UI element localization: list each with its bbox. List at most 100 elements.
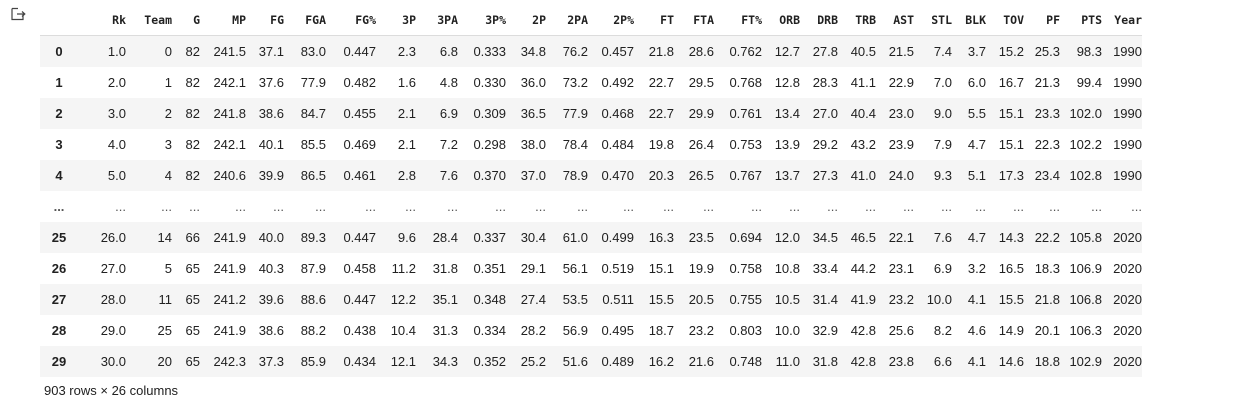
table-cell: 14.6 (998, 354, 1024, 369)
column-header: STL (914, 4, 952, 36)
table-cell: 83.0 (300, 44, 326, 59)
table-cell: 28.0 (100, 292, 126, 307)
table-cell: 89.3 (300, 230, 326, 245)
row-index: 27 (51, 292, 67, 307)
table-cell: 0.484 (601, 137, 634, 152)
table-cell: 23.0 (888, 106, 914, 121)
output-redirect-icon[interactable] (10, 6, 26, 22)
table-cell: 87.9 (300, 261, 326, 276)
table-cell: 22.7 (648, 106, 674, 121)
table-cell: 12.1 (390, 354, 416, 369)
table-cell: 0.309 (473, 106, 506, 121)
table-cell: ... (447, 199, 458, 214)
table-cell: 73.2 (562, 75, 588, 90)
table-cell: 102.9 (1069, 354, 1102, 369)
table-cell: 40.0 (258, 230, 284, 245)
table-cell: 36.0 (520, 75, 546, 90)
table-cell: 11.0 (775, 354, 800, 369)
table-cell: 240.6 (213, 168, 246, 183)
table-cell: 241.2 (213, 292, 246, 307)
table-cell: 41.0 (850, 168, 876, 183)
table-cell: 34.5 (812, 230, 838, 245)
table-cell: 37.1 (258, 44, 284, 59)
table-cell: 242.1 (213, 137, 246, 152)
table-cell: 37.0 (520, 168, 546, 183)
table-cell: 82 (185, 106, 200, 121)
table-cell: 17.3 (998, 168, 1024, 183)
table-cell: 4.6 (967, 323, 986, 338)
row-index: 2 (55, 106, 63, 121)
table-row: 4 5.0 4 82 240.6 39.9 86.5 0.461 2.8 7.6 0.370 37.0… (40, 160, 1142, 191)
table-cell: 0.469 (343, 137, 376, 152)
table-cell: 13.9 (774, 137, 800, 152)
table-cell: 23.8 (888, 354, 914, 369)
table-cell: 0.330 (473, 75, 506, 90)
column-header: TRB (838, 4, 876, 36)
table-cell: 23.1 (888, 261, 914, 276)
table-cell: 0.755 (729, 292, 762, 307)
table-cell: 46.5 (850, 230, 876, 245)
row-index: 1 (55, 75, 63, 90)
column-header: 2P% (588, 4, 634, 36)
table-cell: 1 (164, 75, 172, 90)
table-cell: 102.2 (1069, 137, 1102, 152)
table-cell: 12.8 (774, 75, 800, 90)
table-cell: 20.5 (688, 292, 714, 307)
table-cell: 33.4 (812, 261, 838, 276)
table-row: 2 3.0 2 82 241.8 38.6 84.7 0.455 2.1 6.9 0.309 36.5… (40, 98, 1142, 129)
table-cell: 1.0 (107, 44, 126, 59)
column-header: DRB (800, 4, 838, 36)
table-cell: 6.9 (933, 261, 952, 276)
dataframe-shape-label: 903 rows × 26 columns (44, 383, 179, 398)
table-cell: 21.3 (1034, 75, 1060, 90)
table-cell: 40.5 (850, 44, 876, 59)
table-cell: 105.8 (1069, 230, 1102, 245)
column-header: AST (876, 4, 914, 36)
table-cell: 1990 (1113, 44, 1142, 59)
table-cell: 15.1 (998, 106, 1024, 121)
table-cell: 2.1 (397, 106, 416, 121)
table-cell: 241.8 (213, 106, 246, 121)
table-cell: ... (315, 199, 326, 214)
table-cell: 77.9 (562, 106, 588, 121)
table-cell: 3.2 (967, 261, 986, 276)
table-cell: 86.5 (300, 168, 326, 183)
row-index: ... (53, 199, 65, 214)
table-cell: 84.7 (300, 106, 326, 121)
table-cell: ... (941, 199, 952, 214)
table-cell: 77.9 (300, 75, 326, 90)
table-cell: 0.762 (729, 44, 762, 59)
column-header: FGA (284, 4, 326, 36)
table-cell: 7.4 (933, 44, 952, 59)
table-cell: 28.2 (520, 323, 546, 338)
column-header: MP (200, 4, 246, 36)
table-cell: 41.1 (850, 75, 876, 90)
table-cell: 65 (185, 261, 200, 276)
table-row: 29 30.0 20 65 242.3 37.3 85.9 0.434 12.1 34.3 0.35… (40, 346, 1142, 377)
table-cell: 61.0 (562, 230, 588, 245)
table-cell: 20.3 (648, 168, 674, 183)
table-cell: 37.3 (258, 354, 284, 369)
table-cell: 51.6 (562, 354, 588, 369)
table-cell: 56.1 (562, 261, 588, 276)
table-cell: 66 (185, 230, 200, 245)
table-cell: ... (1013, 199, 1024, 214)
table-cell: 0.499 (601, 230, 634, 245)
table-cell: 88.6 (300, 292, 326, 307)
table-cell: 37.6 (258, 75, 284, 90)
table-cell: 65 (185, 292, 200, 307)
table-cell: 24.0 (888, 168, 914, 183)
table-row: 3 4.0 3 82 242.1 40.1 85.5 0.469 2.1 7.2 0.298 38.0… (40, 129, 1142, 160)
table-cell: 242.1 (213, 75, 246, 90)
table-cell: 28.3 (812, 75, 838, 90)
table-cell: 0.298 (473, 137, 506, 152)
table-cell: 21.5 (888, 44, 914, 59)
table-cell: 0.348 (473, 292, 506, 307)
table-cell: 14.3 (998, 230, 1024, 245)
table-cell: 106.9 (1069, 261, 1102, 276)
table-row: 25 26.0 14 66 241.9 40.0 89.3 0.447 9.6 28.4 0.337… (40, 222, 1142, 253)
table-cell: 241.5 (213, 44, 246, 59)
table-cell: 6.6 (933, 354, 952, 369)
table-cell: 82 (185, 75, 200, 90)
table-cell: 2.1 (397, 137, 416, 152)
